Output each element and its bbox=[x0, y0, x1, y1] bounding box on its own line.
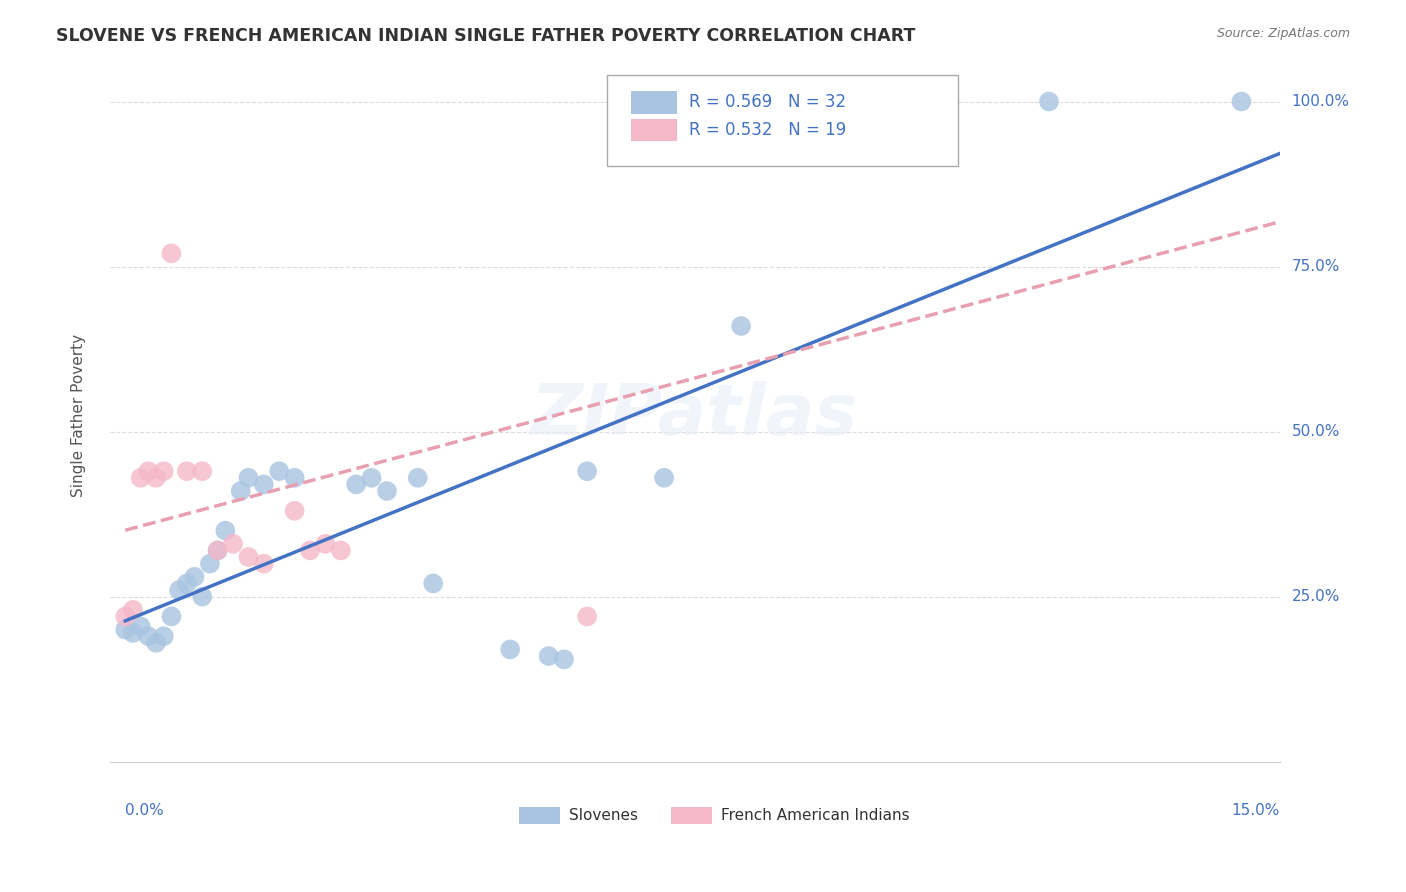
Slovenes bbox=[269, 464, 291, 478]
Slovenes bbox=[167, 582, 190, 597]
French American Indians bbox=[238, 549, 260, 564]
French American Indians bbox=[329, 543, 352, 558]
Slovenes bbox=[422, 576, 444, 591]
Slovenes bbox=[499, 642, 522, 657]
Text: SLOVENE VS FRENCH AMERICAN INDIAN SINGLE FATHER POVERTY CORRELATION CHART: SLOVENE VS FRENCH AMERICAN INDIAN SINGLE… bbox=[56, 27, 915, 45]
Slovenes bbox=[406, 471, 429, 485]
French American Indians bbox=[253, 557, 276, 571]
Slovenes bbox=[207, 543, 229, 558]
French American Indians bbox=[160, 246, 183, 260]
Slovenes bbox=[214, 524, 236, 538]
French American Indians bbox=[129, 471, 152, 485]
French American Indians bbox=[314, 537, 336, 551]
Bar bbox=[630, 91, 678, 113]
French American Indians bbox=[614, 95, 637, 109]
Y-axis label: Single Father Poverty: Single Father Poverty bbox=[72, 334, 86, 497]
French American Indians bbox=[284, 504, 307, 518]
Slovenes bbox=[652, 471, 675, 485]
Slovenes bbox=[238, 471, 260, 485]
Slovenes bbox=[152, 629, 174, 643]
Text: 15.0%: 15.0% bbox=[1232, 804, 1279, 818]
Text: French American Indians: French American Indians bbox=[721, 807, 910, 822]
Bar bbox=[519, 806, 561, 824]
Slovenes bbox=[191, 590, 214, 604]
French American Indians bbox=[298, 543, 321, 558]
Text: Source: ZipAtlas.com: Source: ZipAtlas.com bbox=[1216, 27, 1350, 40]
Slovenes bbox=[730, 318, 752, 333]
Slovenes bbox=[129, 619, 152, 633]
Slovenes bbox=[138, 629, 160, 643]
Slovenes bbox=[537, 648, 560, 663]
Slovenes bbox=[1038, 95, 1060, 109]
Slovenes bbox=[198, 557, 221, 571]
Text: 100.0%: 100.0% bbox=[1292, 94, 1350, 109]
Text: Slovenes: Slovenes bbox=[568, 807, 637, 822]
French American Indians bbox=[145, 471, 167, 485]
Text: 25.0%: 25.0% bbox=[1292, 589, 1340, 604]
French American Indians bbox=[152, 464, 174, 478]
Slovenes bbox=[1230, 95, 1253, 109]
Slovenes bbox=[253, 477, 276, 491]
Text: 50.0%: 50.0% bbox=[1292, 424, 1340, 439]
Slovenes bbox=[553, 652, 575, 666]
French American Indians bbox=[207, 543, 229, 558]
Slovenes bbox=[183, 570, 205, 584]
FancyBboxPatch shape bbox=[607, 76, 957, 166]
French American Indians bbox=[114, 609, 136, 624]
Slovenes bbox=[229, 483, 252, 498]
Bar bbox=[630, 120, 678, 141]
Slovenes bbox=[176, 576, 198, 591]
French American Indians bbox=[191, 464, 214, 478]
Slovenes bbox=[344, 477, 367, 491]
Bar bbox=[672, 806, 713, 824]
Slovenes bbox=[576, 464, 599, 478]
Text: 75.0%: 75.0% bbox=[1292, 259, 1340, 274]
Text: R = 0.569   N = 32: R = 0.569 N = 32 bbox=[689, 93, 846, 111]
French American Indians bbox=[138, 464, 160, 478]
Slovenes bbox=[360, 471, 382, 485]
Text: R = 0.532   N = 19: R = 0.532 N = 19 bbox=[689, 120, 846, 138]
Slovenes bbox=[160, 609, 183, 624]
Slovenes bbox=[145, 636, 167, 650]
French American Indians bbox=[222, 537, 245, 551]
Slovenes bbox=[284, 471, 307, 485]
Slovenes bbox=[122, 626, 145, 640]
Slovenes bbox=[114, 623, 136, 637]
French American Indians bbox=[176, 464, 198, 478]
Slovenes bbox=[375, 483, 398, 498]
French American Indians bbox=[576, 609, 599, 624]
Text: ZIPatlas: ZIPatlas bbox=[531, 381, 859, 450]
Text: 0.0%: 0.0% bbox=[125, 804, 165, 818]
French American Indians bbox=[122, 603, 145, 617]
